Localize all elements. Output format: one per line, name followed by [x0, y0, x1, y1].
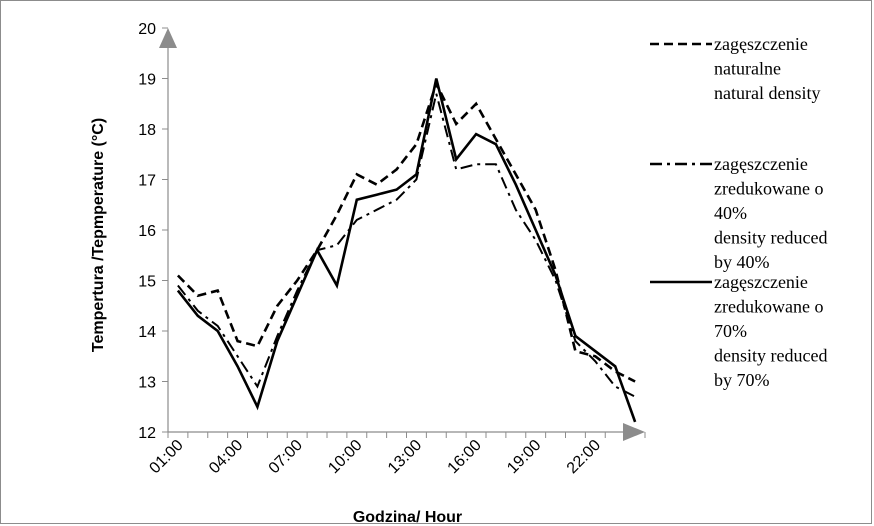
x-tick-label: 01:00	[146, 437, 186, 477]
legend-label-3: zagęszczenie	[714, 272, 808, 292]
tick-labels: 12 13 14 15 16 17 18 19 20 01:00 04:00 07:00 10:00 13…	[138, 21, 604, 477]
x-tick-label: 07:00	[266, 437, 306, 477]
axes	[159, 27, 646, 441]
legend-label-1: naturalne	[714, 59, 781, 79]
y-tick-label: 15	[138, 274, 156, 291]
y-axis-arrow	[159, 28, 177, 48]
y-tick-label: 12	[138, 425, 156, 442]
legend-label-1: zagęszczenie	[714, 34, 808, 54]
legend-label-2: zredukowane o	[714, 179, 823, 199]
legend-label-2: density reduced	[714, 228, 827, 248]
x-tick-label: 13:00	[385, 437, 425, 477]
legend: zagęszczenie naturalne natural density zagę…	[650, 34, 827, 390]
legend-label-3: density reduced	[714, 346, 827, 366]
y-tick-label: 18	[138, 122, 156, 139]
y-tick-label: 20	[138, 21, 156, 38]
y-tick-label: 14	[138, 324, 156, 341]
x-axis-label: Godzina/ Hour	[353, 509, 462, 526]
y-axis-label: Tempertura /Tepmperature (°C)	[90, 118, 107, 352]
legend-label-2: by 40%	[714, 252, 770, 272]
series-line-3	[176, 78, 637, 423]
series-lines	[176, 78, 637, 423]
legend-label-3: 70%	[714, 321, 747, 341]
legend-label-2: zagęszczenie	[714, 154, 808, 174]
x-tick-label: 16:00	[445, 437, 485, 477]
legend-label-3: zredukowane o	[714, 297, 823, 317]
x-tick-label: 10:00	[325, 437, 365, 477]
legend-label-3: by 70%	[714, 370, 770, 390]
series-line-1	[176, 80, 636, 383]
legend-label-1: natural density	[714, 83, 820, 103]
y-tick-label: 17	[138, 173, 156, 190]
legend-label-2: 40%	[714, 203, 747, 223]
series-line-2	[177, 93, 636, 398]
x-tick-label: 19:00	[504, 437, 544, 477]
x-axis-arrow	[623, 423, 645, 441]
x-tick-label: 04:00	[206, 437, 246, 477]
y-tick-label: 19	[138, 72, 156, 89]
y-tick-label: 13	[138, 375, 156, 392]
x-tick-label: 22:00	[564, 437, 604, 477]
y-tick-label: 16	[138, 223, 156, 240]
